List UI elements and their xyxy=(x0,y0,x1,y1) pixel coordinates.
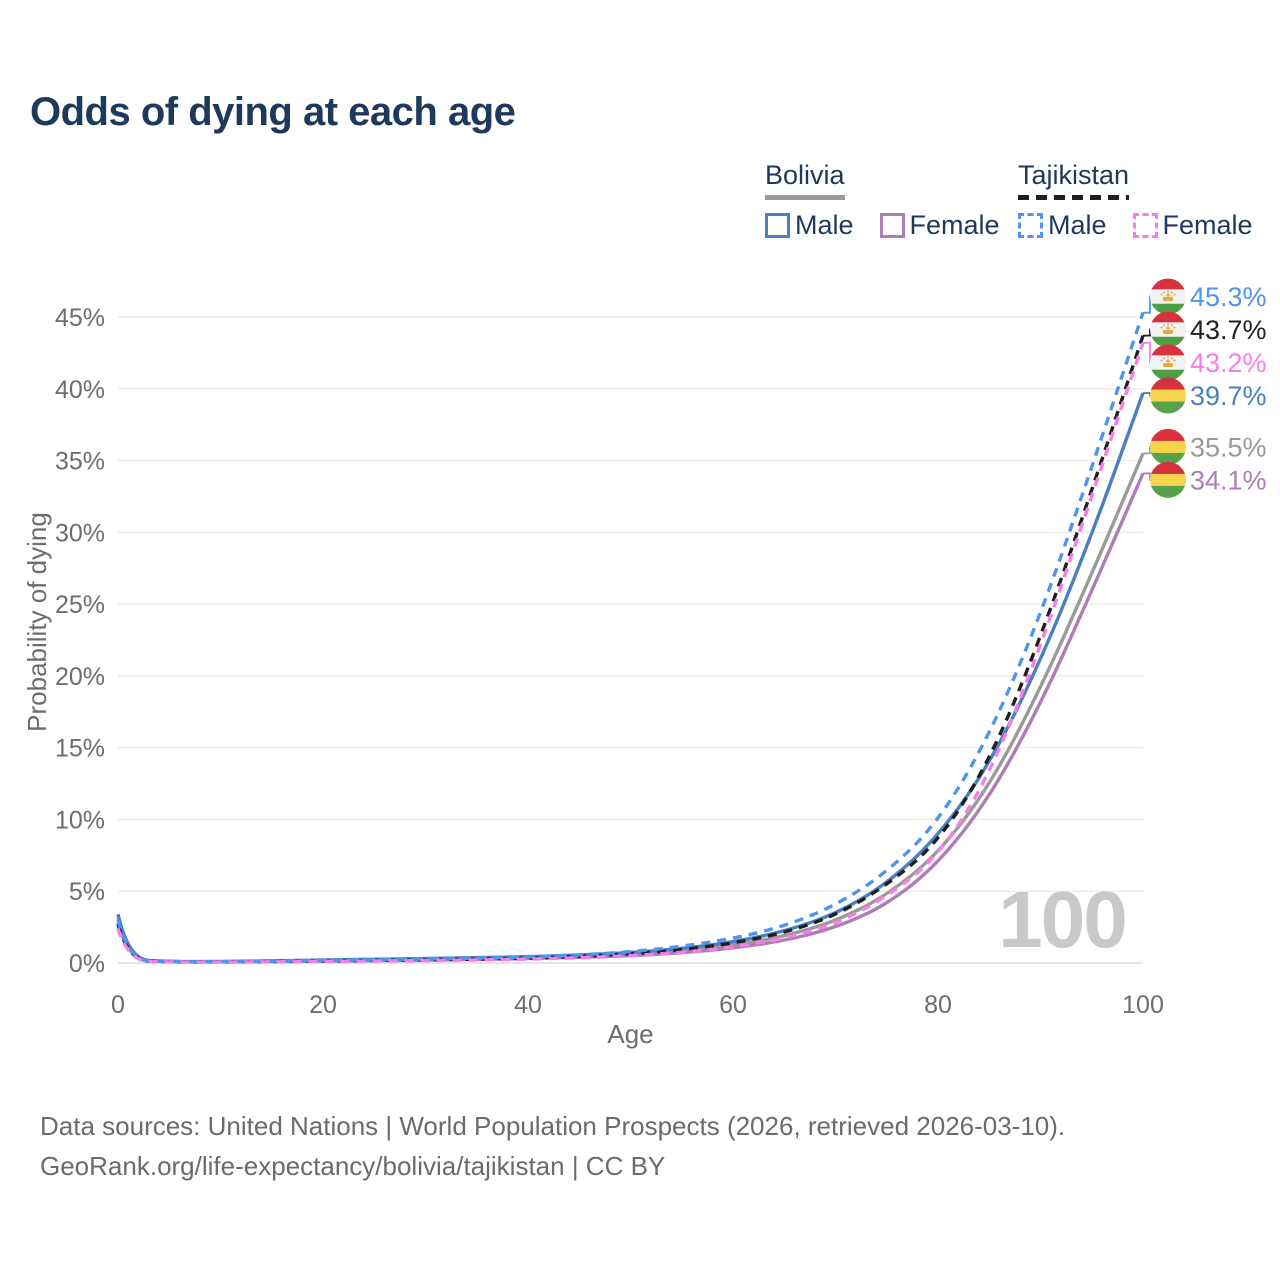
flag-icon-tajikistan xyxy=(1150,344,1186,381)
legend-item-label: Male xyxy=(795,210,854,240)
legend-swatch-solid xyxy=(879,213,905,238)
end-value-label-bolivia-male: 39.7% xyxy=(1190,381,1267,411)
page-title: Odds of dying at each age xyxy=(30,90,516,134)
legend-items: Male Female xyxy=(765,210,1000,241)
series-line-bolivia-male[interactable] xyxy=(116,392,1145,964)
legend-country-label-tajikistan[interactable]: Tajikistan xyxy=(1018,160,1130,200)
flag-icon-bolivia xyxy=(1150,428,1186,465)
flag-icon-tajikistan xyxy=(1150,278,1186,315)
y-tick-label: 45% xyxy=(55,304,105,332)
flag-icon-bolivia xyxy=(1150,461,1186,498)
chart-area: 0% 5% 10% 15% 20% 25% 30% 35% 40% 45% 0 20 40 60 80 100… xyxy=(0,250,1280,1070)
legend-items: Male Female xyxy=(1018,210,1253,241)
x-tick-label: 60 xyxy=(719,991,747,1019)
y-tick-label: 25% xyxy=(55,591,105,619)
footer-attribution[interactable]: GeoRank.org/life-expectancy/bolivia/taji… xyxy=(40,1151,666,1181)
legend: Bolivia Male Female Tajikistan Male Female xyxy=(0,160,1280,240)
end-value-label-tajikistan-male: 45.3% xyxy=(1190,282,1267,312)
legend-item-label: Female xyxy=(909,210,1000,240)
series-line-bolivia-both[interactable] xyxy=(116,452,1145,964)
legend-country-text: Bolivia xyxy=(765,160,845,190)
footer-sources: Data sources: United Nations | World Pop… xyxy=(40,1111,1066,1141)
chart-canvas: 0% 5% 10% 15% 20% 25% 30% 35% 40% 45% 0 20 40 60 80 100… xyxy=(22,278,1267,1049)
legend-swatch-solid xyxy=(765,213,790,238)
x-tick-label: 80 xyxy=(924,991,952,1019)
legend-item-bolivia-female[interactable]: Female xyxy=(879,210,1000,241)
series-line-bolivia-female[interactable] xyxy=(116,472,1145,964)
series-line-tajikistan-female[interactable] xyxy=(116,342,1145,964)
y-tick-label: 35% xyxy=(55,448,105,476)
footer: Data sources: United Nations | World Pop… xyxy=(40,1106,1065,1186)
series-line-tajikistan-male[interactable] xyxy=(116,312,1145,964)
age-counter-watermark: 100 xyxy=(998,875,1125,964)
combined-line-swatch-tajikistan xyxy=(1018,195,1130,200)
y-axis-title: Probability of dying xyxy=(22,512,52,732)
end-value-label-bolivia-female: 34.1% xyxy=(1190,465,1267,495)
y-tick-label: 40% xyxy=(55,376,105,404)
x-axis-title: Age xyxy=(607,1019,653,1049)
end-value-label-tajikistan-female: 43.2% xyxy=(1190,348,1267,378)
combined-line-swatch-bolivia xyxy=(765,195,845,200)
legend-country-label-bolivia[interactable]: Bolivia xyxy=(765,160,845,200)
legend-group-bolivia: Bolivia Male Female xyxy=(765,160,1000,241)
series-line-tajikistan-both[interactable] xyxy=(116,335,1145,964)
x-tick-label: 0 xyxy=(111,991,125,1019)
legend-group-tajikistan: Tajikistan Male Female xyxy=(1018,160,1253,241)
end-value-label-bolivia-both: 35.5% xyxy=(1190,432,1267,462)
y-tick-label: 30% xyxy=(55,519,105,547)
flag-icon-bolivia xyxy=(1150,377,1186,414)
legend-item-tajikistan-male[interactable]: Male xyxy=(1018,210,1107,241)
x-tick-label: 100 xyxy=(1122,991,1164,1019)
y-tick-label: 5% xyxy=(69,878,105,906)
end-value-label-tajikistan-both: 43.7% xyxy=(1190,315,1267,345)
legend-item-label: Male xyxy=(1048,210,1107,240)
y-tick-label: 20% xyxy=(55,663,105,691)
legend-swatch-dashed xyxy=(1132,213,1158,238)
legend-swatch-dashed xyxy=(1018,213,1043,238)
y-tick-label: 10% xyxy=(55,806,105,834)
x-tick-label: 20 xyxy=(309,991,337,1019)
legend-country-text: Tajikistan xyxy=(1018,160,1130,190)
y-tick-label: 15% xyxy=(55,735,105,763)
legend-item-label: Female xyxy=(1162,210,1253,240)
legend-item-bolivia-male[interactable]: Male xyxy=(765,210,854,241)
y-tick-label: 0% xyxy=(69,950,105,978)
flag-icon-tajikistan xyxy=(1150,311,1186,348)
legend-item-tajikistan-female[interactable]: Female xyxy=(1132,210,1253,241)
x-tick-label: 40 xyxy=(514,991,542,1019)
